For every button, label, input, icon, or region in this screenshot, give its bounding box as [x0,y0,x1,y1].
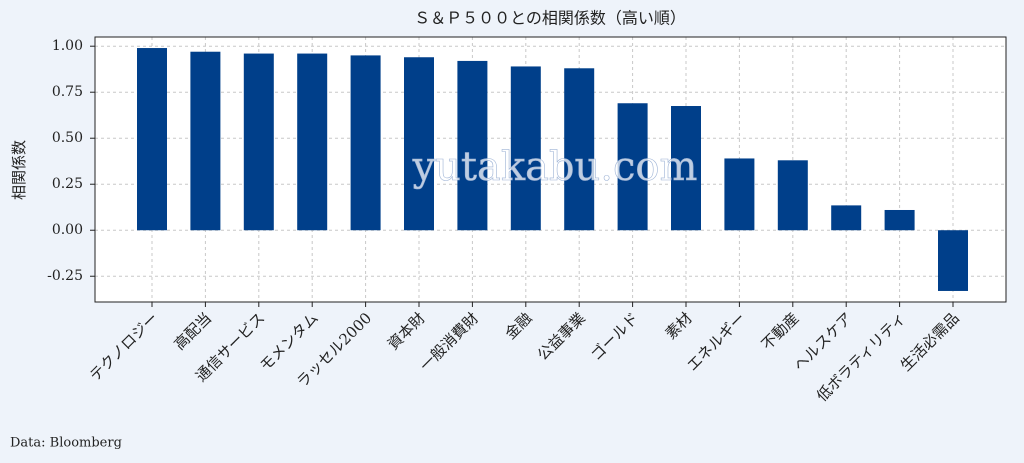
bar [617,103,648,231]
bar [724,158,755,231]
x-tick-label: 不動産 [758,309,803,354]
bar [777,160,808,231]
x-tick-label: 一般消費財 [416,309,482,375]
plot-frame [94,36,1007,303]
chart-title: Ｓ＆Ｐ５００との相関係数（高い順） [414,9,686,28]
bar [137,48,167,231]
bar [404,57,434,231]
y-tick-label: -0.25 [47,268,83,284]
bar [884,209,915,231]
y-axis-label: 相関係数 [10,140,28,200]
bar [297,53,328,231]
bar [350,55,381,231]
watermark: yutakabu.com [412,144,698,190]
x-tick-label: 素材 [662,309,696,343]
x-tick-label: 資本財 [384,309,429,354]
y-tick-label: 0.50 [52,130,83,146]
x-tick-label: エネルギー [683,309,749,375]
y-tick-label: 1.00 [52,38,83,54]
bar [831,205,862,231]
bar [190,51,221,231]
y-tick-label: 0.00 [52,222,83,238]
bar [243,53,274,231]
bar [510,66,541,231]
y-tick-label: 0.25 [52,176,83,192]
source: Data: Bloomberg [10,436,122,451]
bar [671,106,701,231]
bar [457,60,488,231]
bar [938,230,968,291]
x-tick-label: テクノロジー [86,309,162,385]
y-tick-label: 0.75 [52,84,83,100]
x-tick-label: 公益事業 [534,309,589,364]
x-tick-label: 金融 [502,309,536,343]
bar [564,68,595,231]
x-tick-label: ゴールド [587,309,642,364]
x-tick-label: 高配当 [170,309,215,354]
x-tick-label: 生活必需品 [897,309,963,375]
